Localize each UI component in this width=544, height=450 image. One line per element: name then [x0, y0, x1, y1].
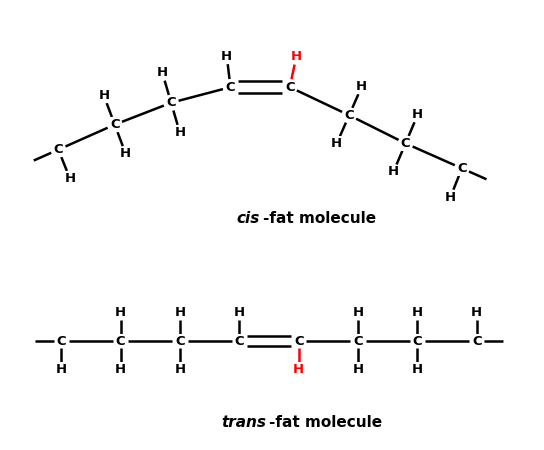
Text: C: C — [294, 334, 304, 347]
Text: H: H — [98, 89, 109, 102]
Text: C: C — [353, 334, 363, 347]
Text: -fat molecule: -fat molecule — [269, 415, 382, 430]
Text: H: H — [234, 306, 245, 319]
Text: H: H — [353, 363, 363, 376]
Text: H: H — [412, 108, 423, 122]
Text: C: C — [285, 81, 295, 94]
Text: C: C — [412, 334, 422, 347]
Text: C: C — [53, 143, 63, 156]
Text: C: C — [401, 137, 410, 150]
Text: C: C — [472, 334, 481, 347]
Text: H: H — [471, 306, 483, 319]
Text: H: H — [412, 306, 423, 319]
Text: H: H — [56, 363, 67, 376]
Text: C: C — [116, 334, 126, 347]
Text: -fat molecule: -fat molecule — [263, 211, 376, 226]
Text: H: H — [157, 67, 168, 79]
Text: H: H — [64, 172, 76, 185]
Text: H: H — [115, 363, 126, 376]
Text: trans: trans — [221, 415, 266, 430]
Text: H: H — [331, 137, 342, 150]
Text: H: H — [353, 306, 363, 319]
Text: H: H — [175, 306, 186, 319]
Text: H: H — [445, 191, 456, 204]
Text: H: H — [293, 363, 304, 376]
Text: H: H — [290, 50, 302, 63]
Text: H: H — [115, 306, 126, 319]
Text: H: H — [174, 126, 186, 139]
Text: C: C — [344, 109, 354, 122]
Text: H: H — [412, 363, 423, 376]
Text: H: H — [356, 81, 367, 94]
Text: H: H — [175, 363, 186, 376]
Text: C: C — [110, 118, 120, 131]
Text: C: C — [166, 96, 176, 109]
Text: C: C — [226, 81, 235, 94]
Text: H: H — [388, 166, 399, 178]
Text: C: C — [57, 334, 66, 347]
Text: cis: cis — [237, 211, 260, 226]
Text: H: H — [120, 147, 131, 160]
Text: C: C — [175, 334, 185, 347]
Text: C: C — [234, 334, 244, 347]
Text: H: H — [221, 50, 232, 63]
Text: C: C — [457, 162, 467, 175]
